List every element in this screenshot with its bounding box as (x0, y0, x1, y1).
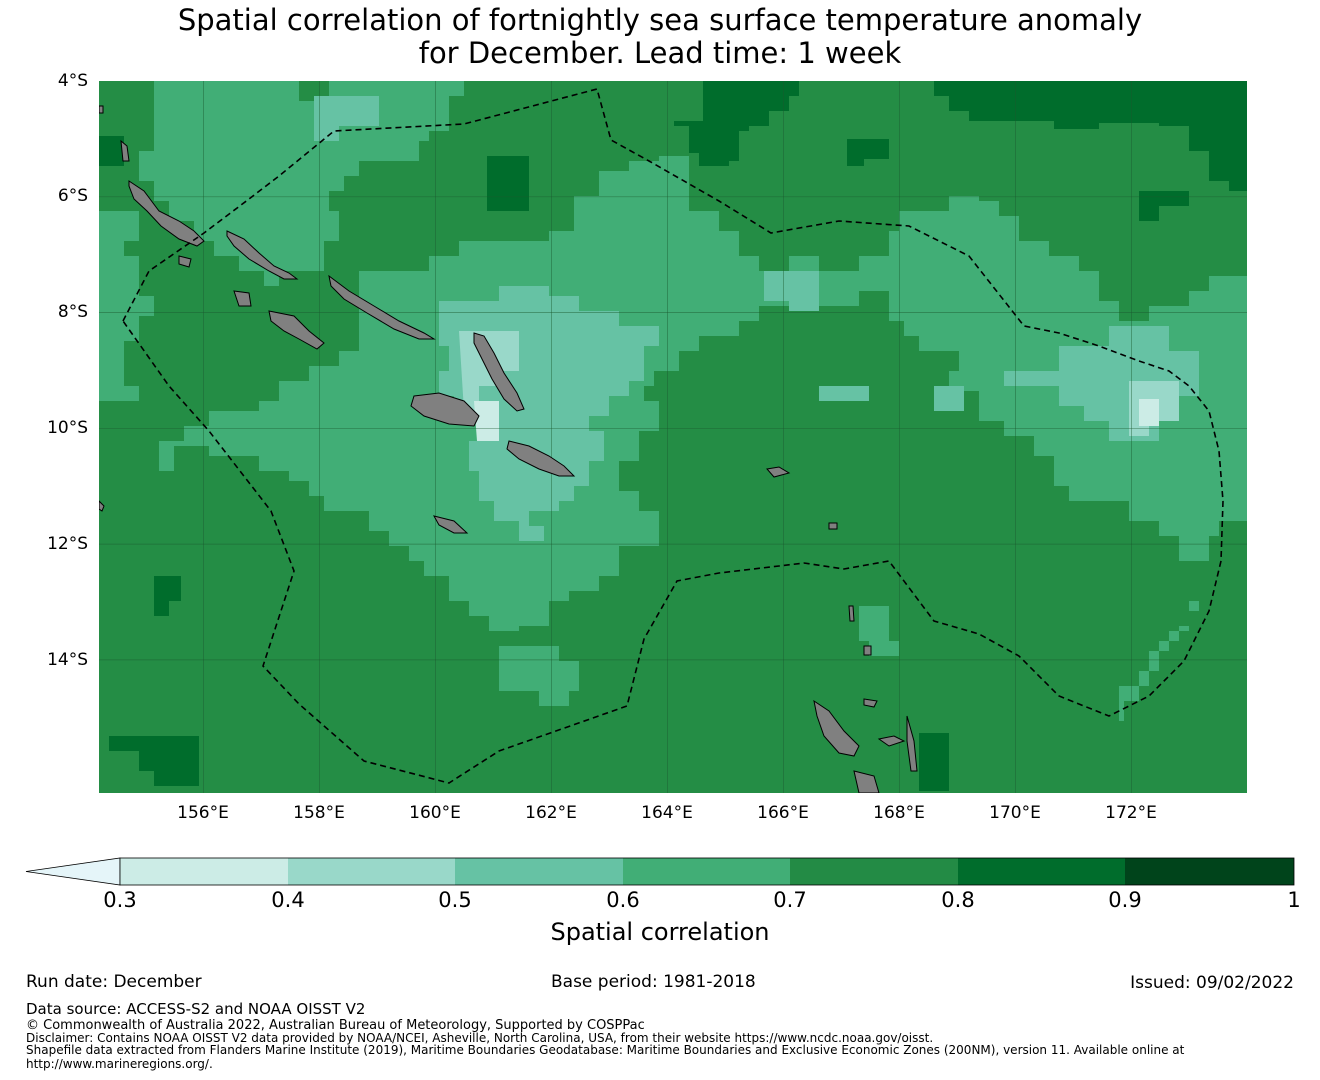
land (99, 105, 918, 793)
island-nw-fragment (99, 105, 104, 114)
colorbar-tick-0.6: 0.6 (606, 888, 640, 912)
island-vanikoro (828, 522, 838, 530)
colorbar-bin-0.5 (455, 858, 623, 885)
lon-label-160e: 160°E (409, 803, 461, 823)
island-w-fragment (99, 500, 105, 512)
island-rennell (433, 515, 469, 534)
colorbar-bin-0.4 (288, 858, 455, 885)
island-nendo (766, 466, 791, 478)
island-malekula (877, 735, 906, 747)
island-efate (853, 770, 880, 793)
island-banks (863, 645, 872, 656)
lon-label-172e: 172°E (1105, 803, 1157, 823)
colorbar-tick-0.5: 0.5 (438, 888, 472, 912)
island-guadalcanal (410, 392, 480, 427)
island-torres (848, 605, 855, 622)
shapefile-url: http://www.marineregions.org/. (26, 1057, 213, 1071)
copyright: © Commonwealth of Australia 2022, Austra… (26, 1018, 645, 1033)
lat-label-10s: 10°S (47, 418, 88, 438)
graticule (99, 81, 1247, 793)
colorbar-bin-0.9 (1125, 858, 1294, 885)
lat-label-12s: 12°S (47, 534, 88, 554)
lat-label-8s: 8°S (57, 302, 88, 322)
disclaimer: Disclaimer: Contains NOAA OISST V2 data … (26, 1031, 934, 1045)
correlation-band-0.3 (474, 399, 1159, 441)
map-title-line2: for December. Lead time: 1 week (418, 36, 902, 70)
lon-label-170e: 170°E (989, 803, 1041, 823)
island-makira (506, 440, 576, 477)
lon-label-156e: 156°E (177, 803, 229, 823)
issued-date: Issued: 09/02/2022 (1130, 973, 1294, 993)
lon-label-164e: 164°E (641, 803, 693, 823)
island-malaita (473, 332, 525, 412)
island-ambae (863, 698, 878, 708)
shapefile-credit: Shapefile data extracted from Flanders M… (26, 1043, 1185, 1057)
data-source: Data source: ACCESS-S2 and NOAA OISST V2 (26, 1000, 366, 1018)
colorbar-tick-0.7: 0.7 (773, 888, 807, 912)
island-espiritu-santo (813, 699, 860, 757)
colorbar-bin-0.8 (958, 858, 1125, 885)
colorbar-extend-triangle (25, 857, 121, 886)
colorbar-tick-1: 1 (1287, 888, 1301, 912)
colorbar-bin-0.6 (623, 858, 790, 885)
eez-boundary (122, 88, 1224, 784)
colorbar-label: Spatial correlation (550, 918, 770, 946)
colorbar-bin-0.7 (790, 858, 958, 885)
correlation-band-0.8 (99, 81, 1247, 791)
map-title-line1: Spatial correlation of fortnightly sea s… (177, 3, 1143, 37)
colorbar-tick-0.8: 0.8 (941, 888, 975, 912)
colorbar-bin-0.3 (120, 858, 288, 885)
colorbar-tick-0.3: 0.3 (103, 888, 137, 912)
base-period: Base period: 1981-2018 (551, 972, 756, 992)
run-date: Run date: December (26, 972, 202, 992)
island-buka (120, 139, 130, 162)
island-vella-lavella (233, 290, 252, 307)
map-canvas (99, 81, 1247, 793)
lon-label-166e: 166°E (757, 803, 809, 823)
lat-label-14s: 14°S (47, 650, 88, 670)
lon-label-162e: 162°E (525, 803, 577, 823)
colorbar-tick-0.9: 0.9 (1108, 888, 1142, 912)
island-pentecost (906, 715, 918, 772)
lat-label-6s: 6°S (57, 186, 88, 206)
map-area[interactable] (99, 81, 1247, 793)
island-bougainville (128, 180, 205, 247)
colorbar (25, 857, 1295, 886)
island-shortland (178, 255, 192, 268)
lon-label-158e: 158°E (293, 803, 345, 823)
lon-label-168e: 168°E (873, 803, 925, 823)
island-new-georgia (268, 310, 325, 350)
island-choiseul (226, 230, 299, 280)
correlation-band-0.6 (99, 81, 1247, 721)
colorbar-tick-0.4: 0.4 (271, 888, 305, 912)
island-santa-isabel (328, 274, 436, 340)
lat-label-4s: 4°S (57, 71, 88, 91)
